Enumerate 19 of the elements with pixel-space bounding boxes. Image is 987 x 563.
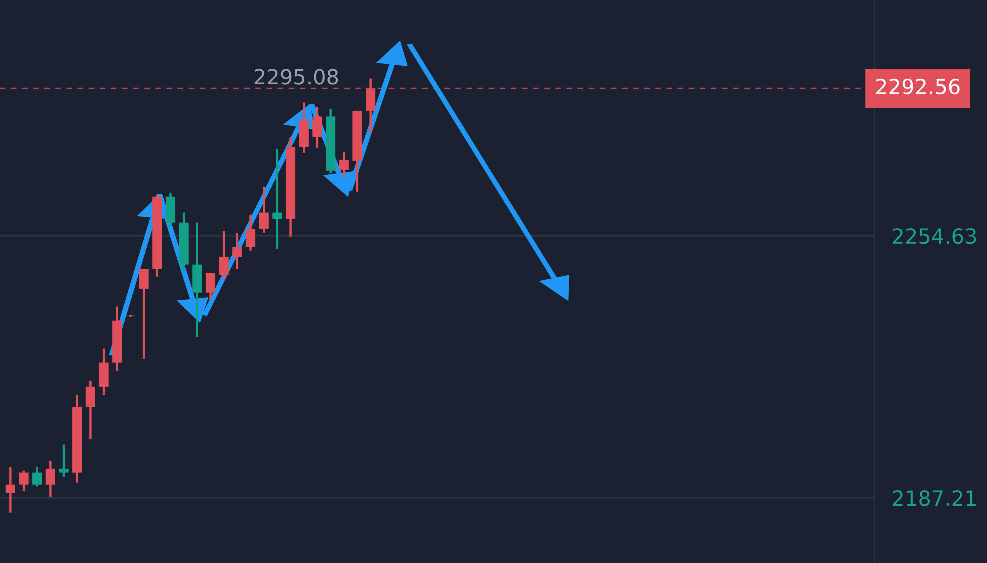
annotation: 2295.08 — [254, 69, 338, 85]
y-tick-label: 2254.63 — [893, 228, 976, 244]
candlestick — [339, 151, 349, 178]
y-tick-label: 2187.21 — [893, 490, 976, 506]
candlestick — [246, 214, 256, 252]
candlestick — [259, 186, 269, 234]
candlestick — [312, 106, 322, 149]
candlestick — [139, 268, 149, 360]
candlestick — [46, 460, 56, 498]
candlestick — [206, 272, 216, 301]
candlestick — [19, 470, 29, 492]
candlestick — [32, 466, 42, 488]
ref-line-label: 2292.56 — [876, 78, 960, 95]
candlestick — [86, 380, 96, 440]
candlestick — [219, 230, 229, 282]
candlestick — [272, 148, 282, 250]
candlestick — [232, 232, 242, 270]
candlestick — [6, 466, 16, 514]
candlestick — [59, 444, 69, 478]
